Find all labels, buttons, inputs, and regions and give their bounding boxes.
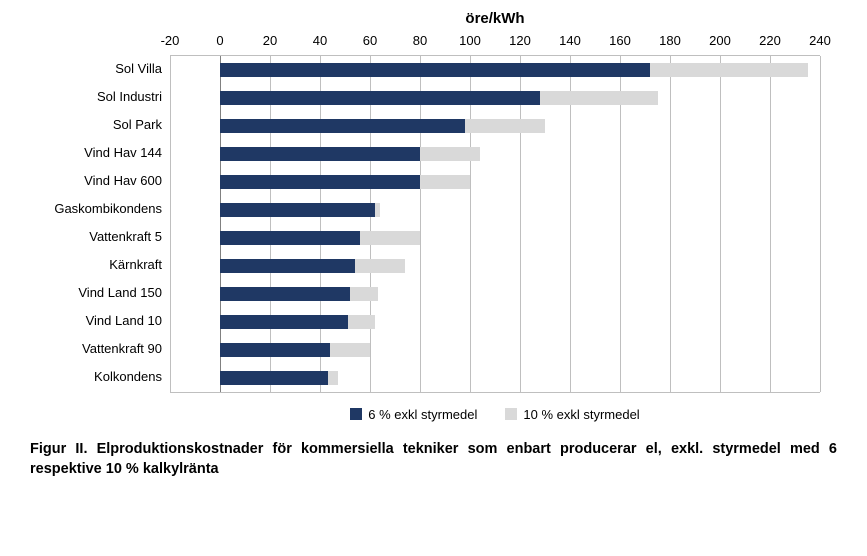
x-tick-label: 20 — [263, 33, 277, 48]
category-label: Sol Villa — [30, 55, 170, 83]
plot-row: Sol VillaSol IndustriSol ParkVind Hav 14… — [30, 55, 837, 393]
x-tick-label: 140 — [559, 33, 581, 48]
legend-item: 10 % exkl styrmedel — [505, 407, 639, 422]
bar — [220, 315, 348, 329]
category-label: Sol Park — [30, 111, 170, 139]
category-label: Vind Land 150 — [30, 279, 170, 307]
figure-caption: Figur II. Elproduktionskostnader för kom… — [30, 440, 837, 479]
legend-item: 6 % exkl styrmedel — [350, 407, 477, 422]
category-label: Vind Hav 144 — [30, 139, 170, 167]
legend-swatch — [350, 408, 362, 420]
bar-slot — [170, 196, 820, 224]
category-label: Vind Land 10 — [30, 307, 170, 335]
plot-area — [170, 55, 820, 393]
gridline — [820, 56, 821, 392]
bar-slot — [170, 56, 820, 84]
bar — [220, 63, 650, 77]
x-tick-label: 200 — [709, 33, 731, 48]
bar-slot — [170, 364, 820, 392]
bar — [220, 231, 360, 245]
bar-slot — [170, 252, 820, 280]
x-tick-label: 180 — [659, 33, 681, 48]
x-tick-label: 80 — [413, 33, 427, 48]
x-axis-tick-labels: -20020406080100120140160180200220240 — [170, 33, 820, 55]
bar-slot — [170, 308, 820, 336]
x-tick-label: 160 — [609, 33, 631, 48]
bar-slot — [170, 168, 820, 196]
category-label: Sol Industri — [30, 83, 170, 111]
legend-swatch — [505, 408, 517, 420]
bar — [220, 343, 330, 357]
bar-slot — [170, 140, 820, 168]
bar — [220, 371, 328, 385]
category-column: Sol VillaSol IndustriSol ParkVind Hav 14… — [30, 55, 170, 393]
category-label: Vattenkraft 5 — [30, 223, 170, 251]
bar — [220, 147, 420, 161]
category-label: Vattenkraft 90 — [30, 335, 170, 363]
x-tick-label: 0 — [216, 33, 223, 48]
bar-slot — [170, 224, 820, 252]
bar-slot — [170, 280, 820, 308]
category-label: Kolkondens — [30, 363, 170, 391]
x-tick-label: -20 — [161, 33, 180, 48]
bar — [220, 91, 540, 105]
legend-label: 10 % exkl styrmedel — [523, 407, 639, 422]
bar-slot — [170, 84, 820, 112]
figure-container: öre/kWh -20 0 20 40 60 80 100 120 140 160 180 200 22… — [0, 0, 867, 556]
category-label: Kärnkraft — [30, 251, 170, 279]
x-tick-label: 220 — [759, 33, 781, 48]
bar — [220, 175, 420, 189]
legend-label: 6 % exkl styrmedel — [368, 407, 477, 422]
category-label: Vind Hav 600 — [30, 167, 170, 195]
x-tick-label: 40 — [313, 33, 327, 48]
bar — [220, 119, 465, 133]
x-tick-label: 240 — [809, 33, 831, 48]
bar — [220, 203, 375, 217]
bar-slot — [170, 112, 820, 140]
x-tick-label: 120 — [509, 33, 531, 48]
bar-slot — [170, 336, 820, 364]
legend: 6 % exkl styrmedel 10 % exkl styrmedel — [170, 407, 820, 422]
x-axis-title: öre/kWh — [170, 10, 820, 27]
bar — [220, 259, 355, 273]
category-label: Gaskombikondens — [30, 195, 170, 223]
bar — [220, 287, 350, 301]
x-tick-label: 100 — [459, 33, 481, 48]
x-tick-label: 60 — [363, 33, 377, 48]
